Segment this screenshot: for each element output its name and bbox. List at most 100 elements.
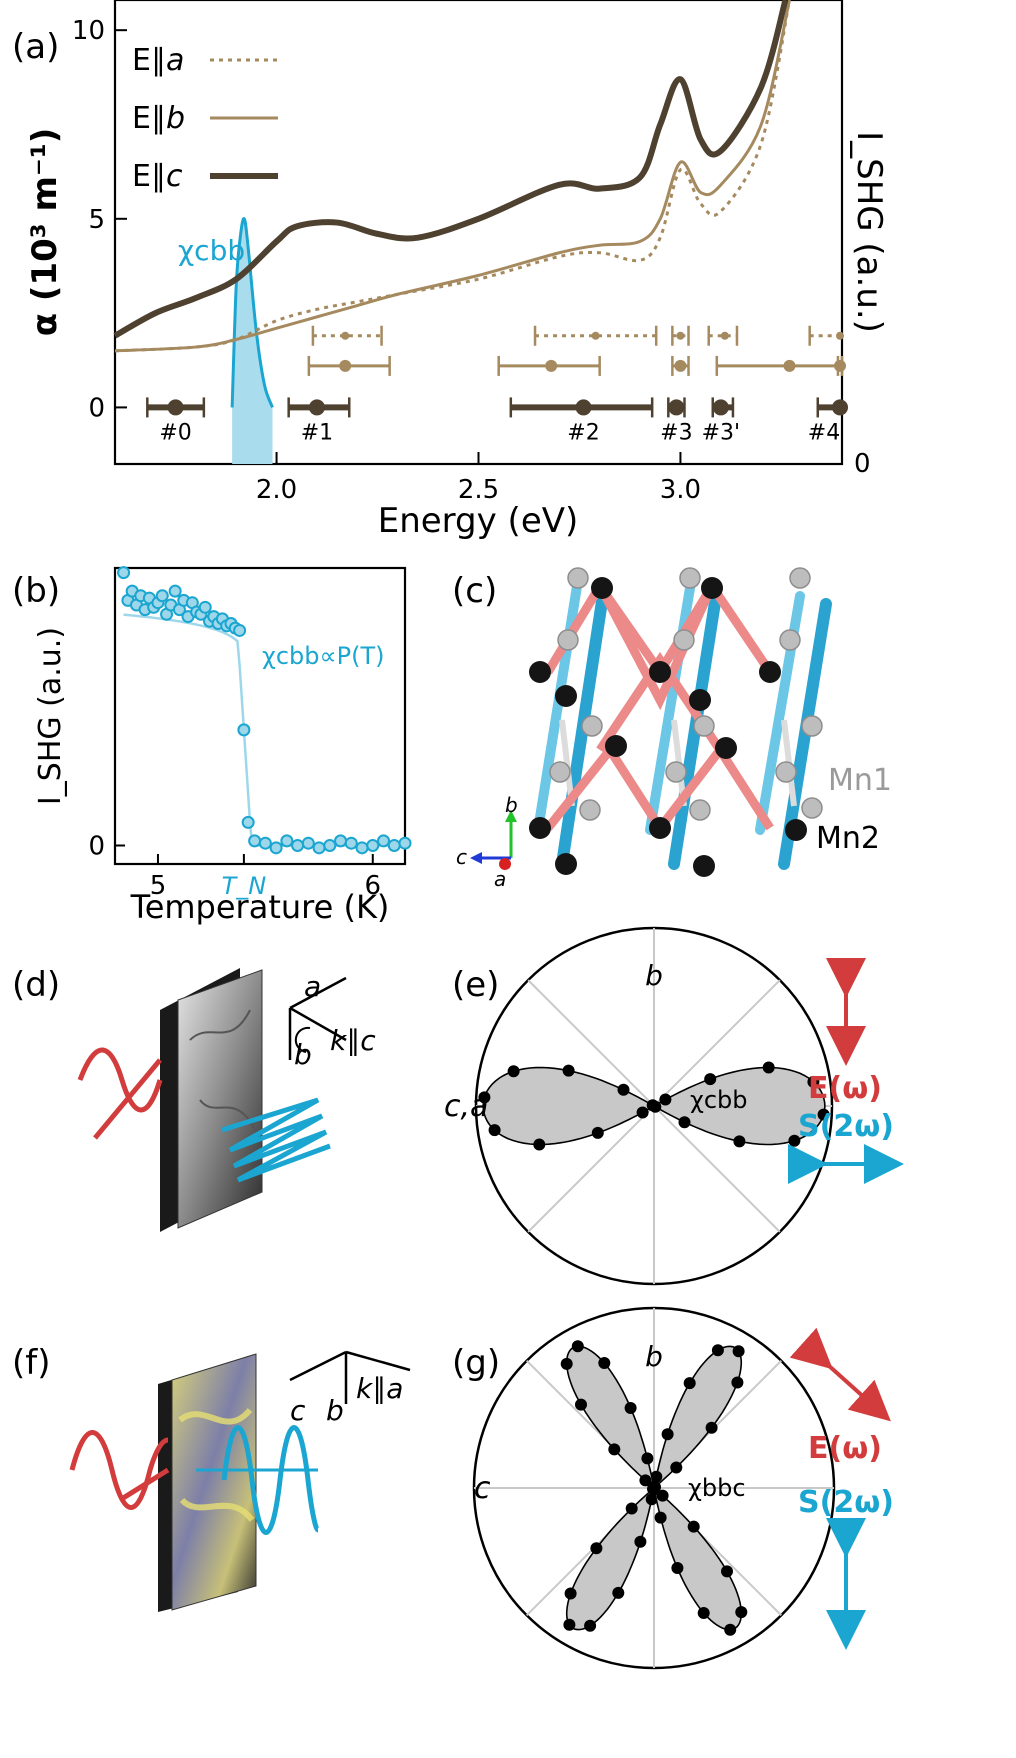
polar-datapoint: [575, 1398, 587, 1411]
chi-cbb-annotation: χcbb: [178, 234, 245, 267]
transition-label: #2: [567, 420, 599, 445]
polar-datapoint: [711, 1344, 724, 1357]
panel-a-label: (a): [12, 27, 59, 67]
incident-wave-f: [69, 1430, 169, 1510]
polar-datapoint: [732, 1345, 745, 1358]
geometry-f: c b k∥a: [289, 1350, 411, 1427]
panel-d: (d) a b k∥c: [12, 965, 376, 1232]
transition-point-a: [720, 331, 729, 340]
series-e-parallel-c: [113, 0, 789, 339]
transition-labels: #0 #1 #2 #3 #3' #4: [159, 420, 840, 445]
panel-d-label: (d): [12, 965, 60, 1005]
shg-point: [291, 839, 305, 852]
a-xtick-label: 2.0: [256, 475, 297, 505]
polar-datapoint: [648, 1483, 661, 1496]
panel-f: (f) c b k∥a: [12, 1343, 411, 1612]
polar-datapoint: [507, 1065, 520, 1078]
shg-point: [355, 841, 369, 855]
polar-datapoint: [788, 1134, 801, 1147]
shg-point: [117, 566, 131, 580]
shg-wave-d: [221, 1097, 331, 1183]
legend-label-c: E∥c: [132, 159, 183, 194]
panel-b-ticks: 5 6 T_N 0: [88, 832, 381, 902]
polar-e-label-top: b: [645, 959, 663, 992]
transition-label: #0: [159, 420, 191, 445]
shg-point: [301, 836, 315, 850]
polar-datapoint: [584, 1619, 597, 1632]
geom-f-c-label: c: [290, 1394, 306, 1427]
shg-datapoints: [117, 566, 412, 855]
polar-plot-g: [472, 1306, 836, 1670]
transition-point-a: [591, 331, 600, 340]
legend-entry-c: E∥c: [132, 159, 278, 194]
transition-label: #3: [660, 420, 692, 445]
axis-a-label: a: [494, 867, 506, 891]
panel-e-label: (e): [452, 965, 499, 1005]
shg-point: [241, 815, 255, 829]
panel-b: (b) 5 6 T_N 0 χcbb∝P(T) Temperature (K) I_S…: [12, 566, 412, 926]
b-xtick-label: 5: [150, 871, 167, 901]
shg-point: [312, 841, 326, 855]
polar-datapoint: [641, 1452, 654, 1465]
polar-datapoint: [612, 1586, 625, 1599]
atom-mn1: [579, 799, 601, 821]
panel-a-ticks: 2.0 2.5 3.0 0 5 10: [72, 16, 701, 505]
polar-plot-e: [474, 926, 834, 1286]
panel-b-xlabel: Temperature (K): [130, 888, 390, 926]
atom-mn2: [605, 735, 627, 757]
sample-slab-f: [158, 1353, 257, 1612]
sample-slab-d: [160, 968, 263, 1232]
transition-point-c: [832, 399, 848, 416]
polar-datapoint: [656, 1489, 669, 1502]
polar-datapoint: [533, 1138, 546, 1151]
polar-datapoint: [817, 1108, 830, 1121]
transition-point-a: [836, 331, 844, 340]
polar-datapoint: [645, 1493, 658, 1506]
transition-label: #1: [301, 420, 333, 445]
shg-point: [248, 834, 262, 848]
polar-datapoint: [705, 1421, 718, 1434]
transition-errorbars: [146, 325, 848, 418]
label-e-field-e: E(ω): [808, 1071, 882, 1106]
atom-mn2: [591, 577, 613, 599]
panel-a-ylabel-right: I_SHG (a.u.): [849, 131, 889, 333]
atom-mn1: [581, 715, 603, 737]
geom-f-k-label: k∥a: [356, 1372, 403, 1405]
atom-mn1: [679, 567, 701, 589]
atom-mn2: [693, 855, 715, 877]
atom-mn2: [555, 853, 577, 875]
polar-datapoint: [571, 1340, 584, 1353]
atom-mn2: [715, 737, 737, 759]
arrow-e-field-g: [789, 1327, 891, 1422]
atom-mn1: [775, 761, 797, 783]
polar-datapoint: [625, 1502, 638, 1515]
polar-datapoint: [488, 1124, 501, 1137]
structure-bonds: [533, 575, 832, 870]
polar-datapoint: [683, 1377, 696, 1390]
shg-point: [334, 834, 348, 848]
transition-point-a: [341, 331, 350, 340]
transition-point-c: [575, 399, 592, 416]
shg-point: [237, 723, 251, 737]
transition-point-b: [674, 359, 687, 372]
shg-point: [377, 834, 391, 848]
polar-datapoint: [704, 1073, 717, 1086]
legend: E∥a E∥b E∥c: [132, 43, 278, 194]
transition-label: #4: [808, 420, 840, 445]
shg-point: [269, 841, 283, 855]
panel-f-label: (f): [12, 1343, 51, 1383]
polar-datapoint: [659, 1093, 672, 1106]
panel-c: (c) Mn1 Mn2 b c a: [452, 567, 892, 891]
polar-datapoint: [636, 1106, 649, 1119]
atom-mn2: [649, 817, 671, 839]
polarization-arrows-e: E(ω) S(2ω): [788, 958, 904, 1184]
polar-datapoint: [670, 1461, 683, 1474]
transition-point-b: [545, 359, 558, 372]
geom-f-b-label: b: [326, 1394, 344, 1427]
shg-point: [198, 600, 212, 614]
transition-point-c: [308, 399, 325, 416]
transition-point-b: [834, 359, 846, 372]
panel-b-ylabel: I_SHG (a.u.): [33, 627, 68, 805]
atom-mn2: [529, 817, 551, 839]
